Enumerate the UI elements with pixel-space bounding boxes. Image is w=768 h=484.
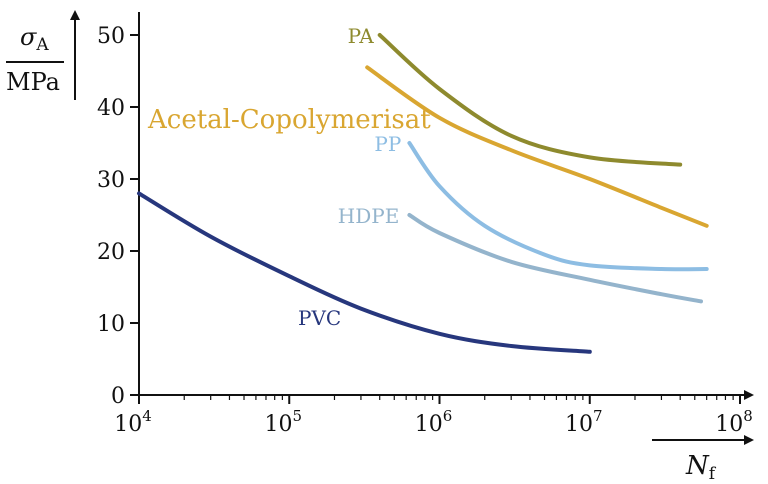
series-line-pa xyxy=(377,33,683,167)
series-layer xyxy=(137,33,709,354)
series-label-hdpe: HDPE xyxy=(338,204,400,228)
x-axis-label: Nf xyxy=(652,435,754,484)
series-line-acetal-copolymerisat xyxy=(365,65,709,228)
y-tick-label: 30 xyxy=(97,168,125,193)
series-label-pvc: PVC xyxy=(298,306,341,330)
series-line-hdpe xyxy=(407,213,703,304)
series-line-pp xyxy=(407,141,709,272)
x-tick-label: 104 xyxy=(114,407,152,437)
y-tick-label: 50 xyxy=(97,24,125,49)
x-tick-label: 108 xyxy=(715,407,753,437)
series-label-pa: PA xyxy=(348,24,375,48)
y-axis-unit: MPa xyxy=(6,68,60,96)
x-axis-symbol: N xyxy=(685,451,710,481)
x-tick-label: 107 xyxy=(565,407,603,437)
y-axis-label: σA MPa xyxy=(6,10,80,100)
y-axis-symbol: σ xyxy=(20,23,37,51)
y-axis-subscript: A xyxy=(35,35,49,55)
y-tick-label: 40 xyxy=(97,96,125,121)
x-tick-label: 106 xyxy=(415,407,453,437)
y-ticks: 0 10 20 30 40 50 xyxy=(97,24,139,409)
svg-text:σA: σA xyxy=(20,23,49,55)
series-label-pp: PP xyxy=(374,132,401,156)
svg-text:Nf: Nf xyxy=(685,451,717,484)
x-axis-subscript: f xyxy=(709,464,717,484)
y-tick-label: 0 xyxy=(111,384,125,409)
y-tick-label: 20 xyxy=(97,240,125,265)
series-label-acetal-copolymerisat: Acetal-Copolymerisat xyxy=(147,105,431,135)
y-tick-label: 10 xyxy=(97,312,125,337)
series-line-pvc xyxy=(137,191,592,354)
x-ticks: 104 105 106 107 108 xyxy=(114,395,753,437)
x-tick-label: 105 xyxy=(264,407,302,437)
